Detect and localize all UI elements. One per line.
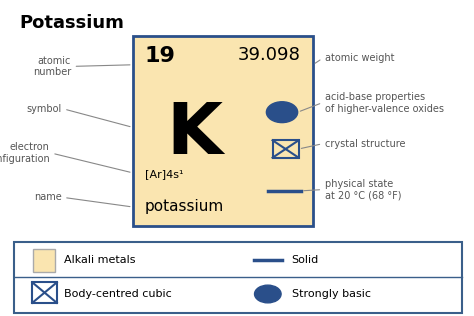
Text: K: K: [166, 100, 222, 169]
Bar: [273, 140, 299, 158]
Text: atomic weight: atomic weight: [325, 53, 394, 64]
Bar: [33, 250, 55, 271]
Text: name: name: [34, 192, 62, 203]
Text: Potassium: Potassium: [19, 14, 124, 32]
Text: physical state
at 20 °C (68 °F): physical state at 20 °C (68 °F): [325, 179, 401, 200]
Text: crystal structure: crystal structure: [325, 139, 405, 149]
Text: 19: 19: [145, 46, 175, 66]
Text: acid-base properties
of higher-valence oxides: acid-base properties of higher-valence o…: [325, 92, 444, 113]
Text: Solid: Solid: [292, 255, 319, 265]
Bar: [14, 242, 462, 313]
Text: potassium: potassium: [145, 199, 224, 215]
Text: Strongly basic: Strongly basic: [292, 289, 371, 299]
Text: atomic
number: atomic number: [33, 56, 71, 77]
Circle shape: [255, 285, 281, 303]
Text: Body-centred cubic: Body-centred cubic: [64, 289, 172, 299]
Text: Alkali metals: Alkali metals: [64, 255, 136, 265]
Text: electron
configuration: electron configuration: [0, 143, 50, 164]
Circle shape: [266, 102, 298, 123]
Text: [Ar]4s¹: [Ar]4s¹: [145, 169, 183, 179]
Text: 39.098: 39.098: [238, 46, 301, 64]
Text: symbol: symbol: [27, 104, 62, 114]
FancyBboxPatch shape: [133, 36, 313, 226]
Bar: [32, 283, 57, 303]
